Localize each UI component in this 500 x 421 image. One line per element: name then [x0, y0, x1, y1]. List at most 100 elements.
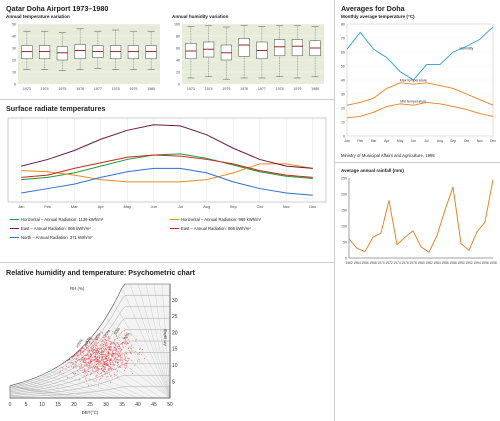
scatter-point	[89, 339, 91, 341]
scatter-point	[101, 344, 103, 346]
scatter-point	[88, 360, 90, 362]
scatter-point	[114, 345, 116, 347]
x-tick-label: 1972	[385, 261, 393, 265]
scatter-point	[71, 357, 73, 359]
y-tick-label: 40	[341, 78, 345, 82]
scatter-point	[102, 370, 105, 372]
scatter-point	[102, 364, 104, 366]
scatter-point	[125, 340, 127, 342]
scatter-point	[100, 348, 102, 350]
scatter-point	[77, 351, 79, 353]
series-label: Max temperature	[400, 79, 427, 83]
scatter-point	[122, 341, 124, 344]
scatter-point	[112, 368, 114, 370]
series-label: Min temperature	[400, 100, 426, 104]
scatter-point	[83, 369, 85, 371]
scatter-point	[102, 363, 104, 365]
rainfall-line	[348, 179, 494, 253]
divider-right	[335, 162, 500, 163]
scatter-point	[92, 340, 94, 342]
scatter-point	[96, 367, 98, 369]
scatter-point	[105, 344, 107, 346]
scatter-point	[85, 379, 88, 381]
scatter-point	[128, 358, 130, 360]
scatter-point	[104, 341, 106, 343]
scatter-point	[124, 367, 126, 370]
x-tick-label: 45	[151, 402, 157, 408]
x-tick-label: 1982	[425, 261, 433, 265]
scatter-point	[121, 349, 123, 351]
scatter-point	[67, 360, 69, 362]
scatter-point	[97, 356, 99, 358]
scatter-point	[111, 359, 113, 361]
scatter-point	[84, 373, 86, 375]
scatter-point	[121, 357, 123, 359]
scatter-point	[106, 353, 108, 355]
scatter-point	[88, 351, 90, 353]
scatter-point	[134, 364, 136, 367]
scatter-point	[95, 357, 97, 359]
scatter-point	[105, 335, 107, 337]
scatter-point	[100, 349, 103, 351]
scatter-point	[93, 349, 95, 351]
x-tick-label: 1980	[417, 261, 425, 265]
scatter-point	[103, 348, 105, 350]
scatter-point	[144, 357, 146, 360]
scatter-point	[118, 337, 120, 339]
rh-tick-label: 60%	[113, 326, 121, 335]
scatter-point	[114, 374, 116, 376]
box-body	[39, 45, 51, 60]
scatter-point	[87, 351, 89, 353]
scatter-point	[85, 371, 87, 373]
scatter-point	[90, 349, 92, 351]
rh-curve	[9, 375, 170, 396]
scatter-point	[116, 349, 118, 351]
scatter-point	[121, 332, 123, 334]
scatter-point	[141, 353, 143, 355]
series-line	[346, 26, 494, 81]
scatter-point	[113, 373, 115, 376]
scatter-point	[72, 365, 75, 367]
scatter-point	[101, 359, 103, 361]
scatter-point	[124, 362, 126, 364]
scatter-point	[99, 348, 101, 350]
scatter-point	[89, 342, 91, 344]
scatter-point	[108, 357, 110, 359]
legend-swatch	[10, 227, 19, 230]
scatter-point	[79, 378, 81, 381]
scatter-point	[93, 356, 95, 358]
scatter-point	[81, 360, 83, 362]
scatter-point	[96, 349, 98, 351]
scatter-point	[94, 357, 96, 359]
scatter-point	[96, 370, 98, 372]
scatter-point	[85, 357, 87, 359]
scatter-point	[99, 364, 101, 366]
scatter-point	[121, 343, 123, 345]
scatter-point	[104, 367, 106, 369]
scatter-point	[115, 374, 117, 376]
scatter-point	[101, 331, 103, 334]
scatter-point	[97, 360, 100, 362]
scatter-point	[108, 340, 110, 342]
plot-frame	[7, 117, 327, 203]
scatter-point	[119, 356, 121, 358]
scatter-point	[78, 353, 80, 355]
scatter-point	[99, 356, 101, 359]
scatter-point	[76, 354, 78, 356]
scatter-point	[124, 333, 126, 335]
wet-bulb-line	[9, 385, 75, 399]
wet-bulb-line	[129, 283, 171, 399]
box-body	[127, 45, 139, 60]
scatter-point	[87, 345, 89, 347]
scatter-point	[134, 350, 136, 353]
scatter-point	[103, 345, 105, 347]
scatter-point	[108, 349, 110, 351]
scatter-point	[92, 351, 94, 353]
scatter-point	[111, 377, 113, 379]
scatter-point	[85, 344, 87, 346]
x-tick-label: 1962	[345, 261, 353, 265]
x-tick-label: Sep	[450, 139, 456, 143]
scatter-point	[96, 366, 99, 368]
scatter-point	[118, 359, 120, 361]
